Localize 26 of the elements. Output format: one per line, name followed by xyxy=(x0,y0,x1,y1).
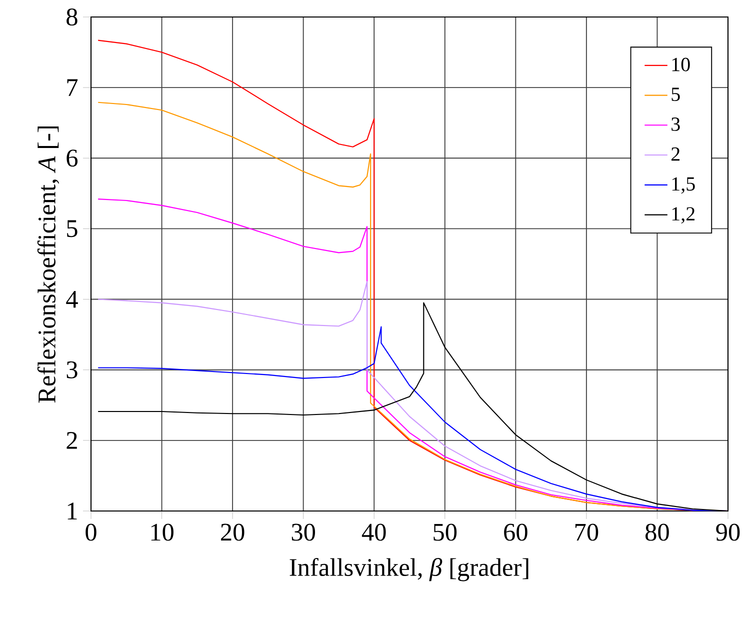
x-tick-label: 70 xyxy=(575,524,598,541)
legend-label: 3 xyxy=(672,118,680,131)
legend-label: 10 xyxy=(672,58,690,72)
x-tick-label: 50 xyxy=(434,524,457,541)
legend-label: 5 xyxy=(672,88,680,102)
y-tick-label: 4 xyxy=(66,290,78,308)
y-tick-label: 3 xyxy=(66,361,78,378)
y-axis-title: Reflexionskoefficient, A [-] xyxy=(37,126,60,403)
y-tick-label: 8 xyxy=(66,8,78,26)
x-tick-label: 20 xyxy=(221,524,244,541)
legend-label: 1,5 xyxy=(672,177,695,194)
x-tick-label: 40 xyxy=(362,524,386,541)
x-tick-label: 90 xyxy=(716,524,740,541)
legend-label: 1,2 xyxy=(672,207,694,224)
y-tick-label: 1 xyxy=(68,502,77,520)
legend-label: 2 xyxy=(671,147,680,161)
x-axis-title: Infallsvinkel, β [grader] xyxy=(290,558,528,582)
x-tick-label: 0 xyxy=(86,524,96,541)
y-tick-label: 7 xyxy=(67,79,78,96)
x-tick-label: 80 xyxy=(646,524,669,541)
x-tick-label: 10 xyxy=(151,524,174,541)
x-tick-label: 60 xyxy=(504,524,528,541)
x-tick-label: 30 xyxy=(292,524,316,541)
y-tick-label: 6 xyxy=(66,150,78,167)
y-tick-label: 5 xyxy=(67,220,78,238)
y-tick-label: 2 xyxy=(66,432,77,449)
